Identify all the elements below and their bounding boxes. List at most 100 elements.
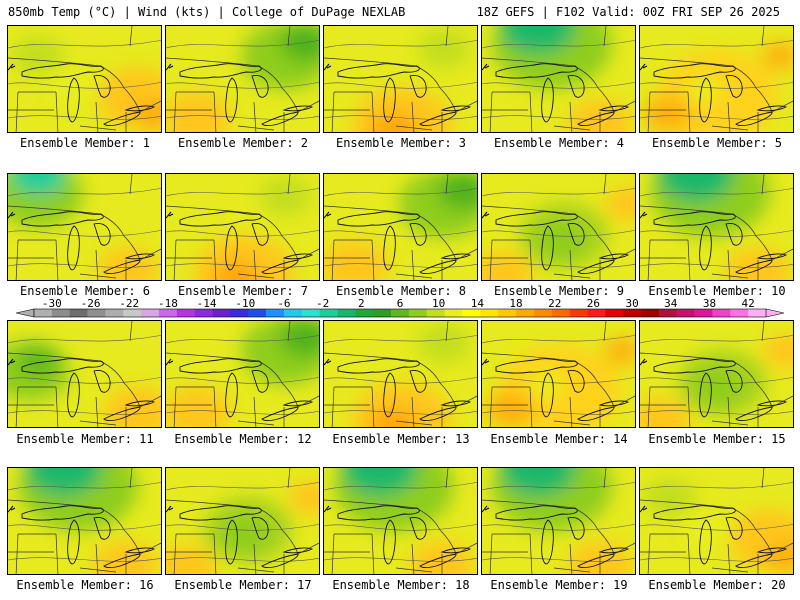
ensemble-member-map (165, 320, 320, 428)
colorbar-swatch (105, 309, 124, 317)
height-contours (640, 188, 793, 268)
ensemble-member-map (323, 25, 478, 133)
colorbar-tick-label: -18 (158, 297, 178, 310)
ensemble-member-label: Ensemble Member: 10 (648, 284, 786, 298)
height-contours (324, 40, 477, 120)
ensemble-member-label: Ensemble Member: 8 (335, 284, 467, 298)
wind-barb-icon (324, 63, 332, 71)
colorbar-swatch (569, 309, 588, 317)
colorbar-swatch (355, 309, 374, 317)
state-borders (640, 321, 793, 427)
wind-barb-icon (166, 505, 174, 513)
wind-barb-icon (324, 211, 332, 219)
colorbar-swatch (51, 309, 71, 317)
ensemble-member-label: Ensemble Member: 16 (16, 578, 154, 592)
colorbar-swatch (658, 309, 678, 317)
great-lakes-outline (653, 358, 788, 421)
great-lakes-outline (337, 505, 472, 568)
state-borders (324, 174, 477, 280)
state-borders (640, 468, 793, 574)
ensemble-member-map (481, 320, 636, 428)
colorbar-tick-label: -14 (197, 297, 217, 310)
ensemble-member-label: Ensemble Member: 2 (177, 136, 309, 150)
wind-barb-icon (482, 63, 490, 71)
great-lakes-outline (337, 63, 472, 126)
ensemble-member-map (481, 467, 636, 575)
wind-barb-icon (640, 211, 648, 219)
colorbar-swatch (176, 309, 195, 317)
colorbar-swatch (587, 309, 606, 317)
colorbar-tick-label: 6 (397, 297, 404, 310)
height-contours (166, 335, 319, 415)
colorbar-tick-label: 30 (625, 297, 638, 310)
wind-barb-icon (640, 505, 648, 513)
state-borders (324, 26, 477, 132)
great-lakes-outline (179, 211, 314, 274)
ensemble-member-map (639, 173, 794, 281)
ensemble-member-label: Ensemble Member: 12 (174, 432, 312, 446)
ensemble-member-map (165, 467, 320, 575)
wind-barb-icon (640, 358, 648, 366)
state-borders (166, 321, 319, 427)
great-lakes-outline (653, 63, 788, 126)
great-lakes-outline (495, 358, 630, 421)
colorbar-tick-label: 22 (548, 297, 561, 310)
state-borders (8, 26, 161, 132)
state-borders (482, 174, 635, 280)
ensemble-member-label: Ensemble Member: 1 (19, 136, 151, 150)
ensemble-member-map (639, 467, 794, 575)
great-lakes-outline (337, 211, 472, 274)
great-lakes-outline (179, 505, 314, 568)
colorbar-swatch (69, 309, 88, 317)
colorbar-swatch (748, 309, 767, 317)
colorbar-tick-label: 18 (509, 297, 522, 310)
colorbar-swatch (426, 309, 445, 317)
state-borders (166, 26, 319, 132)
ensemble-member-map (165, 25, 320, 133)
height-contours (166, 188, 319, 268)
great-lakes-outline (653, 211, 788, 274)
colorbar-tick-label: -2 (316, 297, 329, 310)
state-borders (166, 468, 319, 574)
colorbar-tick-label: -6 (277, 297, 290, 310)
colorbar-swatch (248, 309, 267, 317)
wind-barb-icon (8, 358, 16, 366)
colorbar-swatch (676, 309, 695, 317)
wind-barb-icon (166, 63, 174, 71)
chart-title: 850mb Temp (°C) | Wind (kts) | College o… (8, 5, 406, 19)
wind-barb-icon (324, 505, 332, 513)
height-contours (640, 40, 793, 120)
colorbar-swatch (230, 309, 249, 317)
wind-barb-icon (324, 358, 332, 366)
height-contours (324, 335, 477, 415)
great-lakes-outline (653, 505, 788, 568)
height-contours (8, 188, 161, 268)
wind-barb-icon (8, 211, 16, 219)
ensemble-member-label: Ensemble Member: 13 (332, 432, 470, 446)
ensemble-member-map (7, 467, 162, 575)
colorbar-swatch (141, 309, 160, 317)
colorbar-swatch (462, 309, 481, 317)
ensemble-member-label: Ensemble Member: 11 (16, 432, 154, 446)
colorbar-swatch (212, 309, 231, 317)
wind-barb-icon (482, 358, 490, 366)
ensemble-member-label: Ensemble Member: 5 (651, 136, 783, 150)
height-contours (166, 482, 319, 562)
height-contours (482, 482, 635, 562)
ensemble-member-map (323, 467, 478, 575)
colorbar-swatch (194, 309, 213, 317)
height-contours (8, 335, 161, 415)
colorbar-swatch (283, 309, 303, 317)
temperature-colorbar: -30 -26 -22 -18 -14 -10 -6 -2 2 6 10 14 18 22 26 30 34 38… (15, 297, 785, 318)
wind-barb-icon (8, 505, 16, 513)
colorbar-swatch (123, 309, 142, 317)
colorbar-tick-label: 42 (742, 297, 755, 310)
height-contours (482, 40, 635, 120)
ensemble-member-map (165, 173, 320, 281)
ensemble-member-label: Ensemble Member: 6 (19, 284, 151, 298)
colorbar-tick-label: 14 (471, 297, 485, 310)
ensemble-member-map (7, 25, 162, 133)
colorbar-tick-label: 38 (703, 297, 716, 310)
state-borders (482, 468, 635, 574)
great-lakes-outline (21, 505, 156, 568)
